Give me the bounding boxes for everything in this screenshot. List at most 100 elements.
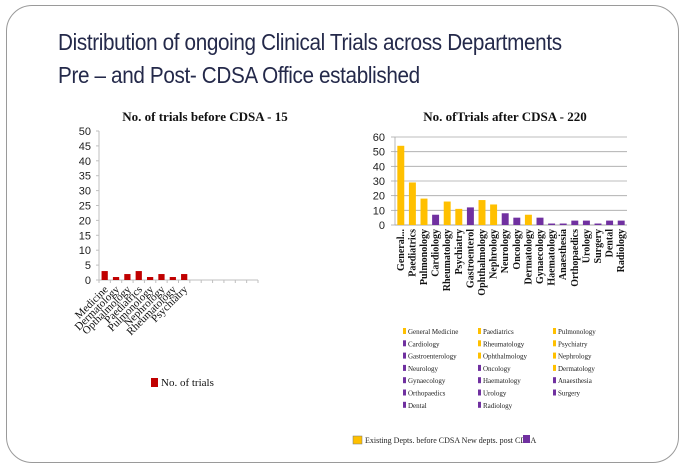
x-label-paediatrics: Paediatrics	[407, 229, 418, 277]
x-label-nephrology: Nephrology	[489, 229, 500, 279]
slide-title-line-1: Distribution of ongoing Clinical Trials …	[58, 29, 562, 55]
legend-swatch	[478, 389, 481, 396]
legend-label: Paediatrics	[483, 328, 514, 336]
bar-ophthalmology	[478, 200, 486, 225]
y-tick-label: 0	[379, 220, 385, 232]
legend-swatch	[478, 340, 481, 347]
legend-swatch	[553, 352, 556, 359]
x-label-gynaecology: Gynaecology	[535, 229, 546, 284]
right-legend: General Medicine Paediatrics Pulmonology Ca…	[403, 328, 596, 410]
x-label-neurology: Neurology	[500, 229, 511, 273]
legend-label: General Medicine	[408, 328, 458, 336]
bar-gynaecology	[536, 217, 544, 225]
legend-swatch-existing-depts	[352, 435, 363, 445]
legend-item-ophthalmology: Ophthalmology	[478, 352, 527, 361]
legend-item-urology: Urology	[478, 389, 507, 398]
legend-swatch	[478, 328, 481, 334]
bar-rheumatology	[169, 277, 176, 280]
legend-swatch	[403, 401, 406, 408]
legend-item-radiology: Radiology	[478, 401, 513, 410]
bar-paediatrics	[135, 271, 142, 280]
y-tick-label: 20	[79, 215, 91, 227]
x-label-oncology: Oncology	[512, 229, 523, 270]
legend-item-pulmonology: Pulmonology	[553, 328, 596, 336]
chart-after-cdsa: No. ofTrials after CDSA - 220 0 10 20 30 40 5…	[352, 109, 627, 445]
legend-swatch	[403, 389, 406, 396]
left-y-axis-ticks: 0 5 10 15 20 25 30 35 40 45 50	[79, 126, 99, 287]
y-tick-label: 20	[373, 191, 385, 203]
chart-title-before: No. of trials before CDSA - 15	[122, 109, 288, 124]
left-legend: No. of trials	[151, 377, 214, 389]
legend-swatch	[403, 377, 406, 384]
legend-label: Dermatology	[558, 365, 595, 373]
y-tick-label: 0	[85, 275, 91, 287]
x-label-haematology: Haematology	[547, 229, 558, 286]
legend-swatch	[403, 340, 406, 347]
legend-item-surgery: Surgery	[553, 389, 581, 398]
legend-item-nephrology: Nephrology	[553, 352, 592, 361]
group-legend: Existing Depts. before CDSA New depts. p…	[352, 435, 537, 445]
legend-swatch	[553, 377, 556, 384]
legend-item-cardiology: Cardiology	[403, 340, 440, 348]
legend-item-haematology: Haematology	[478, 377, 521, 385]
x-label-anaesthesia: Anaesthesia	[558, 229, 569, 280]
legend-label: Orthopaedics	[408, 390, 446, 398]
bar-urology	[582, 220, 590, 225]
legend-label: Oncology	[483, 365, 511, 373]
legend-swatch-no-of-trials	[151, 378, 158, 387]
bar-orthopaedics	[571, 220, 579, 225]
legend-swatch	[553, 340, 556, 347]
left-axes	[98, 131, 259, 283]
legend-item-gynaecology: Gynaecology	[403, 377, 446, 385]
legend-swatch	[478, 401, 481, 408]
y-tick-label: 25	[79, 201, 91, 213]
legend-item-general-medicine: General Medicine	[403, 328, 458, 336]
bar-radiology	[617, 220, 625, 225]
bar-medicine	[101, 271, 108, 280]
legend-swatch	[478, 377, 481, 384]
legend-label: Gastroenterology	[408, 353, 457, 361]
legend-item-orthopaedics: Orthopaedics	[403, 389, 446, 398]
legend-label: Pulmonology	[558, 328, 596, 336]
legend-label: Psychiatry	[558, 340, 588, 348]
x-label-dental: Dental	[605, 229, 616, 258]
x-label-cardiology: Cardiology	[431, 229, 442, 277]
chart-title-after: No. ofTrials after CDSA - 220	[423, 109, 586, 124]
legend-item-dermatology: Dermatology	[553, 364, 595, 373]
legend-swatch-new-depts	[523, 435, 530, 443]
legend-item-psychiatry: Psychiatry	[553, 340, 588, 348]
slide-title: Distribution of ongoing Clinical Trials …	[58, 26, 595, 92]
legend-swatch	[403, 364, 406, 371]
legend-swatch	[403, 328, 406, 334]
legend-label: Dental	[408, 402, 427, 410]
y-tick-label: 50	[79, 126, 91, 138]
bar-pulmonology	[146, 277, 154, 280]
y-tick-label: 45	[79, 141, 91, 153]
y-tick-label: 15	[79, 230, 91, 242]
legend-label: Neurology	[408, 365, 438, 373]
bar-rheumatology	[443, 201, 451, 225]
bar-dermatology	[112, 277, 120, 280]
bar-surgery	[594, 223, 602, 225]
legend-swatch	[478, 364, 481, 371]
legend-item-gastroenterology: Gastroenterology	[403, 352, 457, 361]
bar-opthalmology	[124, 274, 131, 280]
bar-gastroenterol	[466, 207, 474, 225]
legend-item-dental: Dental	[403, 401, 427, 410]
x-label-pulmonology: Pulmonology	[419, 229, 430, 285]
legend-label: Surgery	[558, 390, 581, 398]
legend-label: Anaesthesia	[558, 377, 593, 385]
right-category-labels: General... Paediatrics Pulmonology Cardiolo…	[396, 229, 627, 296]
bar-cardiology	[432, 214, 440, 225]
bar-psychiatry	[455, 208, 463, 225]
x-label-urology: Urology	[581, 229, 592, 263]
legend-label: Cardiology	[408, 340, 440, 348]
legend-item-neurology: Neurology	[403, 364, 438, 373]
bar-general	[397, 145, 405, 225]
y-tick-label: 60	[373, 132, 385, 144]
y-tick-label: 5	[85, 260, 91, 272]
x-label-ophthalmology: Ophthalmology	[477, 229, 488, 296]
y-tick-label: 40	[79, 156, 91, 168]
legend-label: Nephrology	[558, 353, 592, 361]
legend-label: Urology	[483, 390, 507, 398]
